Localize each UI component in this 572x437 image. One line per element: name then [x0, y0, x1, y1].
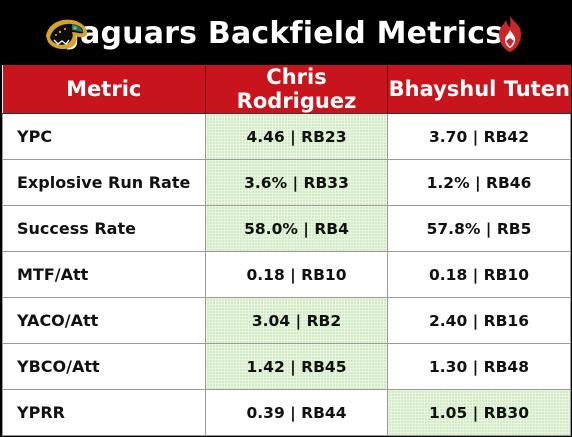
table-row: YPC 4.46 | RB23 3.70 | RB42 — [2, 113, 571, 160]
player-2-value: 1.30 | RB48 — [387, 343, 571, 390]
page-title: Jaguars Backfield Metrics — [68, 16, 504, 51]
column-header-player-2: Bhayshul Tuten — [387, 65, 571, 114]
metric-label: YPC — [2, 113, 206, 160]
metric-label: YBCO/Att — [2, 343, 206, 390]
table-row: Explosive Run Rate 3.6% | RB33 1.2% | RB… — [2, 159, 571, 206]
player-1-value: 3.6% | RB33 — [205, 159, 388, 206]
metric-label: Success Rate — [2, 205, 206, 252]
player-1-value: 0.18 | RB10 — [205, 251, 388, 298]
table-row: YBCO/Att 1.42 | RB45 1.30 | RB48 — [2, 343, 571, 390]
table-header-row: Metric Chris Rodriguez Bhayshul Tuten — [2, 65, 571, 114]
player-2-value: 57.8% | RB5 — [387, 205, 571, 252]
flame-shield-logo-icon — [499, 16, 521, 52]
player-1-value: 0.39 | RB44 — [205, 389, 388, 436]
player-1-value: 3.04 | RB2 — [205, 297, 388, 344]
metric-label: YPRR — [2, 389, 206, 436]
player-1-value: 4.46 | RB23 — [205, 113, 388, 160]
jaguar-head-logo-icon — [46, 19, 88, 50]
title-bar: Jaguars Backfield Metrics — [2, 2, 570, 65]
metrics-table: Metric Chris Rodriguez Bhayshul Tuten YP… — [2, 65, 571, 436]
column-header-metric: Metric — [2, 65, 206, 114]
metric-label: YACO/Att — [2, 297, 206, 344]
table-row: MTF/Att 0.18 | RB10 0.18 | RB10 — [2, 251, 571, 298]
metric-label: MTF/Att — [2, 251, 206, 298]
column-header-player-1: Chris Rodriguez — [205, 65, 388, 114]
table-row: Success Rate 58.0% | RB4 57.8% | RB5 — [2, 205, 571, 252]
player-2-value: 1.05 | RB30 — [387, 389, 571, 436]
table-row: YPRR 0.39 | RB44 1.05 | RB30 — [2, 389, 571, 436]
player-2-value: 1.2% | RB46 — [387, 159, 571, 206]
metric-label: Explosive Run Rate — [2, 159, 206, 206]
player-1-value: 1.42 | RB45 — [205, 343, 388, 390]
player-2-value: 0.18 | RB10 — [387, 251, 571, 298]
player-1-value: 58.0% | RB4 — [205, 205, 388, 252]
player-2-value: 2.40 | RB16 — [387, 297, 571, 344]
player-2-value: 3.70 | RB42 — [387, 113, 571, 160]
table-row: YACO/Att 3.04 | RB2 2.40 | RB16 — [2, 297, 571, 344]
